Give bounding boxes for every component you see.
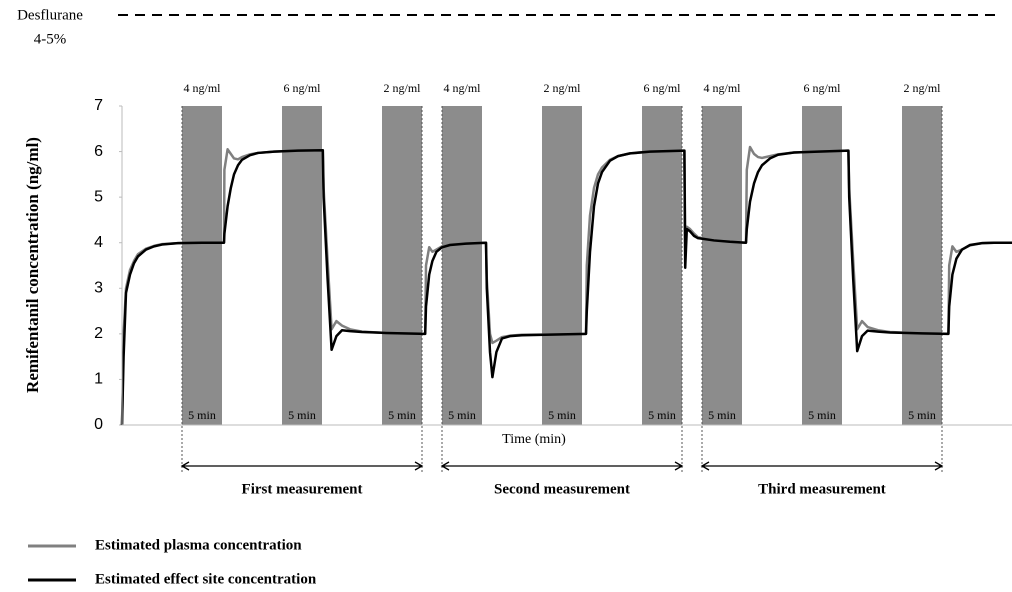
shaded-band bbox=[542, 106, 582, 425]
y-axis-label: Remifentanil concentration (ng/ml) bbox=[23, 137, 42, 393]
measurement-arrow bbox=[440, 461, 684, 471]
shaded-band bbox=[902, 106, 942, 425]
measurement-arrow bbox=[700, 461, 944, 471]
legend-label: Estimated plasma concentration bbox=[95, 537, 302, 553]
band-label: 2 ng/ml bbox=[383, 81, 421, 95]
shaded-band bbox=[702, 106, 742, 425]
series-line bbox=[120, 148, 1012, 426]
band-duration: 5 min bbox=[548, 408, 576, 422]
measurement-label: Second measurement bbox=[494, 481, 630, 497]
x-axis-label: Time (min) bbox=[502, 432, 566, 447]
y-tick-label: 3 bbox=[94, 280, 103, 297]
annotation: Desflurane bbox=[17, 7, 83, 23]
y-tick-label: 7 bbox=[94, 97, 103, 114]
shaded-band bbox=[442, 106, 482, 425]
legend-label: Estimated effect site concentration bbox=[95, 571, 317, 587]
y-tick-label: 2 bbox=[94, 325, 103, 342]
band-label: 6 ng/ml bbox=[803, 81, 841, 95]
band-duration: 5 min bbox=[908, 408, 936, 422]
band-duration: 5 min bbox=[808, 408, 836, 422]
shaded-band bbox=[282, 106, 322, 425]
band-duration: 5 min bbox=[448, 408, 476, 422]
shaded-band bbox=[382, 106, 422, 425]
y-tick-label: 5 bbox=[94, 188, 103, 205]
measurement-arrow bbox=[180, 461, 424, 471]
shaded-band bbox=[642, 106, 682, 425]
band-duration: 5 min bbox=[648, 408, 676, 422]
band-duration: 5 min bbox=[708, 408, 736, 422]
band-label: 4 ng/ml bbox=[183, 81, 221, 95]
measurement-label: First measurement bbox=[242, 481, 363, 497]
band-duration: 5 min bbox=[188, 408, 216, 422]
band-duration: 5 min bbox=[388, 408, 416, 422]
plot: 0 1 2 3 4 5 6 7 4 ng/ml 5 min 6 ng/ml 5 min 2 ng/ml 5… bbox=[94, 81, 1012, 497]
y-tick-label: 6 bbox=[94, 143, 103, 160]
band-label: 2 ng/ml bbox=[903, 81, 941, 95]
band-label: 4 ng/ml bbox=[443, 81, 481, 95]
measurement-label: Third measurement bbox=[758, 481, 886, 497]
band-label: 6 ng/ml bbox=[283, 81, 321, 95]
annotation: 4-5% bbox=[34, 31, 67, 47]
shaded-band bbox=[182, 106, 222, 425]
y-tick-label: 4 bbox=[94, 234, 103, 251]
y-tick-label: 1 bbox=[94, 371, 103, 388]
y-tick-label: 0 bbox=[94, 416, 103, 433]
band-label: 4 ng/ml bbox=[703, 81, 741, 95]
band-label: 2 ng/ml bbox=[543, 81, 581, 95]
band-duration: 5 min bbox=[288, 408, 316, 422]
shaded-band bbox=[802, 106, 842, 425]
band-label: 6 ng/ml bbox=[643, 81, 681, 95]
